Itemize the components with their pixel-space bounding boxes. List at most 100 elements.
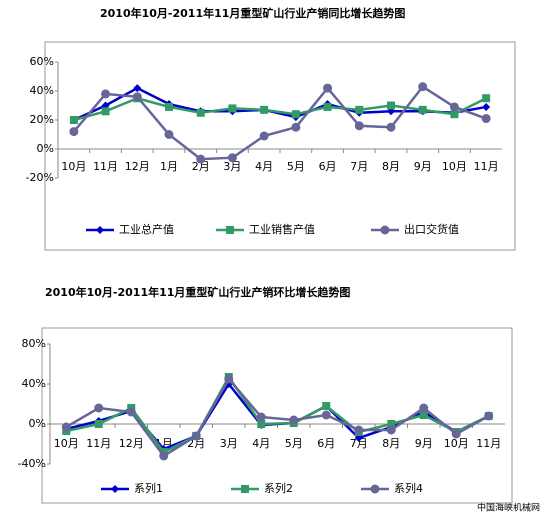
marker — [484, 411, 494, 421]
marker — [291, 110, 300, 119]
x-tick-label: 11月 — [476, 437, 501, 450]
legend-marker — [111, 485, 119, 493]
legend-label: 系列2 — [264, 481, 293, 495]
x-tick-label: 8月 — [382, 160, 400, 173]
x-tick-label: 1月 — [160, 160, 178, 173]
y-tick-label: 40% — [22, 377, 46, 390]
x-tick-label: 6月 — [317, 437, 335, 450]
marker — [482, 94, 491, 103]
y-tick-label: 0% — [29, 417, 46, 430]
legend-marker — [380, 225, 390, 235]
y-tick-label: 80% — [22, 337, 46, 350]
x-tick-label: 9月 — [415, 437, 433, 450]
marker — [289, 415, 299, 425]
x-tick-label: 4月 — [252, 437, 270, 450]
marker — [419, 411, 428, 419]
chart-title: 2010年10月-2011年11月重型矿山行业产销同比增长趋势图 — [100, 6, 405, 20]
x-tick-label: 5月 — [285, 437, 303, 450]
footer: 中国海峡机械网 — [477, 502, 540, 514]
x-tick-label: 9月 — [414, 160, 432, 173]
legend-marker — [226, 226, 234, 234]
x-tick-label: 11月 — [474, 160, 499, 173]
y-tick-label: -40% — [18, 457, 46, 470]
series-line — [65, 376, 490, 458]
marker — [257, 420, 266, 428]
legend-marker — [241, 485, 249, 493]
x-tick-label: 11月 — [93, 160, 118, 173]
marker — [482, 102, 491, 111]
marker — [418, 105, 427, 114]
x-tick-label: 4月 — [255, 160, 273, 173]
x-tick-label: 12月 — [125, 160, 150, 173]
x-tick-label: 10月 — [54, 437, 79, 450]
series-line — [72, 84, 487, 161]
marker — [165, 102, 173, 111]
marker — [451, 429, 461, 439]
chart-frame — [41, 327, 513, 504]
y-tick-label: 60% — [30, 55, 54, 68]
marker — [449, 102, 459, 112]
legend-marker — [96, 226, 104, 234]
marker — [69, 116, 78, 124]
x-tick-label: 2月 — [192, 160, 210, 173]
series-line — [73, 86, 487, 122]
x-tick-label: 12月 — [119, 437, 144, 450]
marker — [323, 102, 332, 111]
legend-marker — [370, 484, 380, 494]
y-tick-label: 20% — [30, 113, 54, 126]
y-tick-label: 40% — [30, 84, 54, 97]
marker — [481, 114, 491, 124]
x-tick-label: 10月 — [61, 160, 86, 173]
x-tick-label: 5月 — [287, 160, 305, 173]
marker — [321, 410, 331, 420]
marker — [94, 420, 103, 428]
x-tick-label: 6月 — [319, 160, 337, 173]
series-line — [65, 374, 490, 454]
legend-label: 工业销售产值 — [249, 222, 315, 236]
marker — [419, 403, 429, 413]
marker — [196, 154, 206, 164]
legend-label: 出口交货值 — [404, 222, 459, 236]
marker — [227, 153, 237, 163]
marker — [224, 374, 234, 384]
marker — [291, 122, 301, 132]
marker — [94, 403, 104, 413]
chart-title: 2010年10月-2011年11月重型矿山行业产销环比增长趋势图 — [45, 285, 350, 299]
marker — [133, 84, 142, 93]
marker — [256, 412, 266, 422]
marker — [259, 131, 269, 141]
marker — [386, 425, 396, 435]
marker — [196, 108, 205, 117]
marker — [164, 130, 174, 139]
marker — [387, 420, 396, 428]
marker — [69, 127, 79, 137]
marker — [354, 425, 364, 435]
marker — [355, 105, 364, 114]
x-tick-label: 7月 — [350, 160, 368, 173]
marker — [386, 122, 396, 132]
x-tick-label: 11月 — [86, 437, 111, 450]
marker — [387, 101, 395, 110]
series-line — [73, 96, 487, 122]
x-tick-label: 3月 — [220, 437, 238, 450]
marker — [101, 107, 110, 116]
x-tick-label: 3月 — [223, 160, 241, 173]
y-tick-label: 0% — [37, 142, 54, 155]
marker — [323, 83, 333, 93]
y-tick-label: -20% — [26, 171, 54, 184]
x-tick-label: 7月 — [350, 437, 368, 450]
marker — [132, 92, 142, 102]
legend-label: 系列4 — [394, 481, 423, 495]
x-tick-label: 8月 — [382, 437, 400, 450]
marker — [228, 104, 237, 113]
marker — [418, 82, 428, 92]
x-tick-label: 10月 — [442, 160, 467, 173]
marker — [191, 431, 201, 441]
legend-label: 工业总产值 — [119, 222, 174, 236]
marker — [101, 89, 111, 99]
legend-label: 系列1 — [134, 481, 163, 495]
marker — [159, 451, 169, 461]
chart-frame — [44, 41, 516, 251]
